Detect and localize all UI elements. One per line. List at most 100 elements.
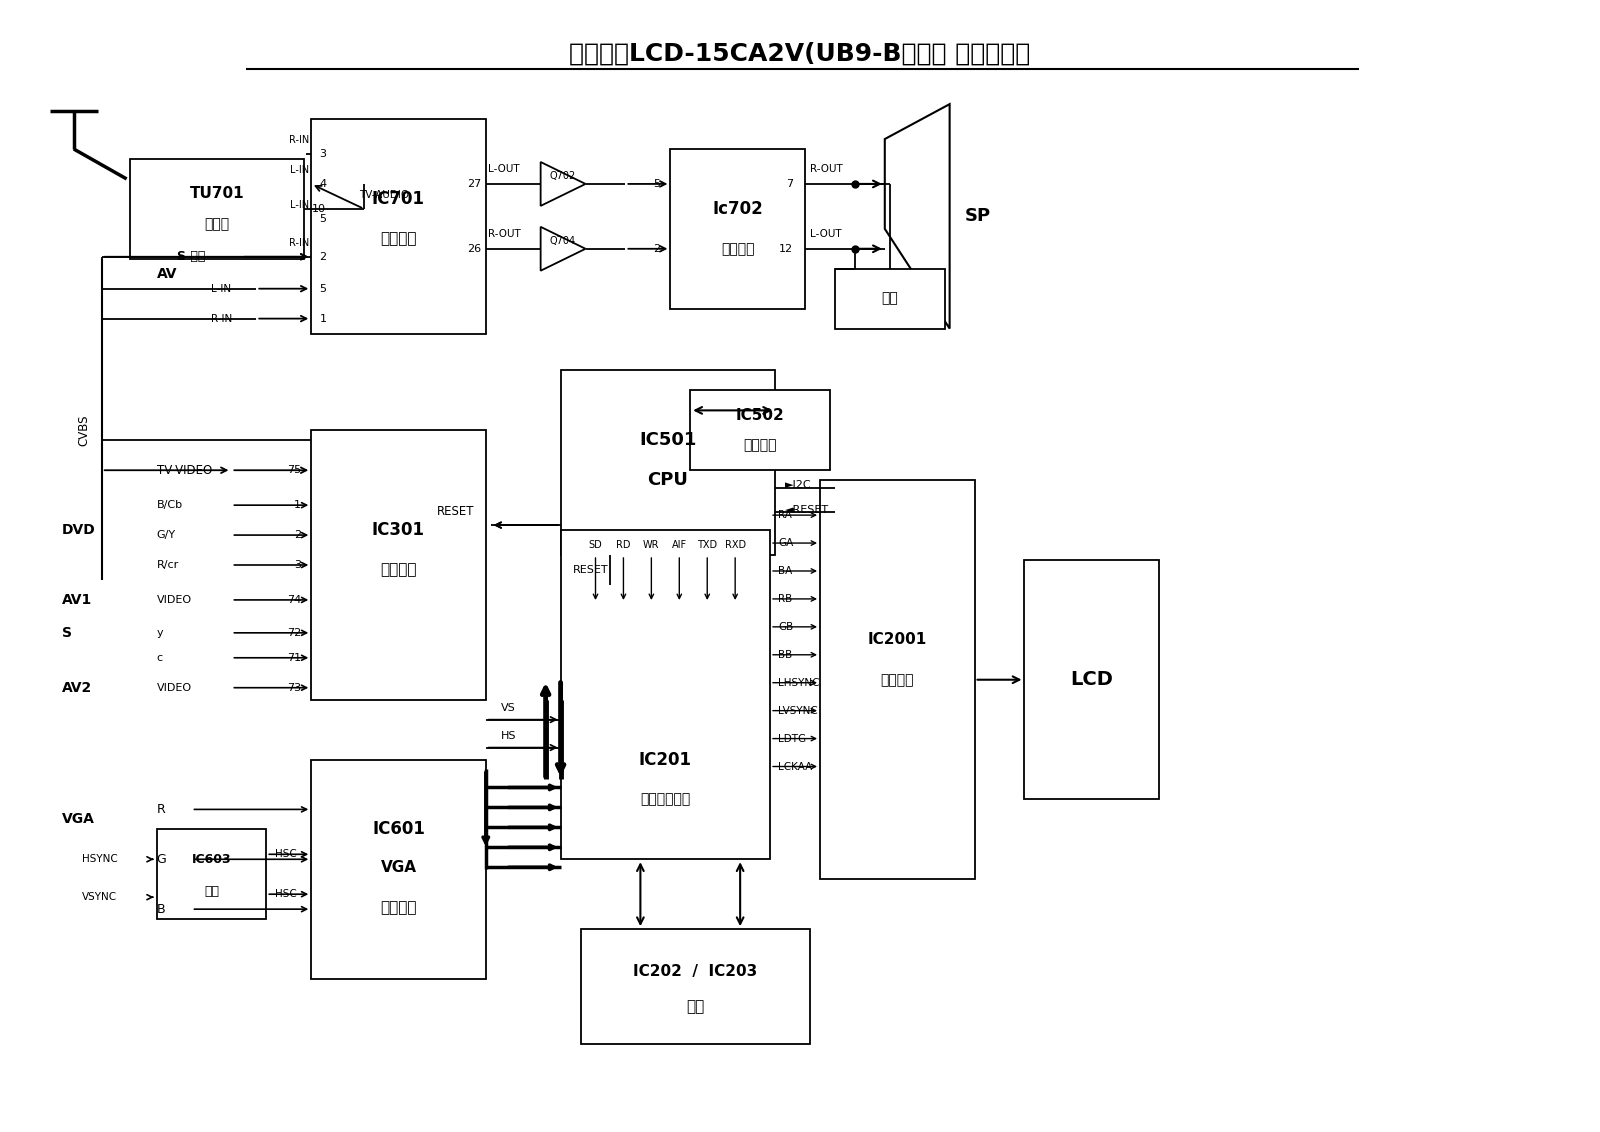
Text: RD: RD bbox=[616, 540, 630, 550]
Text: L-OUT: L-OUT bbox=[488, 164, 520, 174]
Text: Q704: Q704 bbox=[549, 235, 576, 246]
Text: 71: 71 bbox=[286, 653, 301, 662]
Text: IC701: IC701 bbox=[371, 190, 426, 208]
Text: 5: 5 bbox=[320, 284, 326, 293]
Text: HSC: HSC bbox=[275, 849, 298, 859]
Text: L-IN: L-IN bbox=[290, 165, 309, 175]
Text: 同步: 同步 bbox=[203, 885, 219, 898]
Text: RESET: RESET bbox=[573, 565, 608, 575]
Text: VSYNC: VSYNC bbox=[82, 892, 117, 902]
Text: 3: 3 bbox=[294, 560, 301, 571]
Text: 7: 7 bbox=[786, 179, 794, 189]
Text: 27: 27 bbox=[467, 179, 482, 189]
Text: G: G bbox=[157, 852, 166, 866]
Text: 5: 5 bbox=[653, 179, 661, 189]
Text: IC601: IC601 bbox=[373, 821, 426, 839]
Text: 73: 73 bbox=[286, 683, 301, 693]
Text: L-OUT: L-OUT bbox=[810, 229, 842, 239]
Text: HS: HS bbox=[501, 730, 517, 740]
Text: R-IN: R-IN bbox=[290, 135, 309, 145]
Text: IC202  /  IC203: IC202 / IC203 bbox=[634, 963, 757, 978]
Text: VGA: VGA bbox=[381, 860, 416, 875]
Text: y: y bbox=[157, 628, 163, 637]
Text: 液晶显示控制: 液晶显示控制 bbox=[640, 792, 691, 806]
Text: IC301: IC301 bbox=[371, 521, 426, 539]
Text: 伴音鉴频: 伴音鉴频 bbox=[381, 231, 416, 247]
Text: Q702: Q702 bbox=[549, 171, 576, 181]
Text: AV: AV bbox=[157, 267, 178, 281]
Bar bbox=[1024, 560, 1158, 799]
Text: SP: SP bbox=[965, 207, 990, 225]
Text: HSYNC: HSYNC bbox=[82, 855, 117, 864]
Text: c: c bbox=[157, 653, 163, 662]
Text: 1: 1 bbox=[294, 500, 301, 511]
Text: TU701: TU701 bbox=[190, 187, 245, 201]
Text: 2: 2 bbox=[653, 243, 661, 254]
Text: 耳机: 耳机 bbox=[882, 292, 898, 306]
Text: 平板显示: 平板显示 bbox=[880, 672, 914, 687]
Text: R-OUT: R-OUT bbox=[810, 164, 843, 174]
Text: LDTG: LDTG bbox=[778, 734, 806, 744]
Text: CVBS: CVBS bbox=[77, 414, 90, 446]
Text: TXD: TXD bbox=[698, 540, 717, 550]
Polygon shape bbox=[885, 104, 950, 328]
Text: IC201: IC201 bbox=[638, 751, 691, 769]
Text: CPU: CPU bbox=[648, 471, 688, 489]
Text: TV-AUDIO: TV-AUDIO bbox=[358, 190, 410, 200]
Polygon shape bbox=[541, 162, 586, 206]
Text: 2: 2 bbox=[320, 251, 326, 261]
Text: RXD: RXD bbox=[725, 540, 746, 550]
Text: R-OUT: R-OUT bbox=[488, 229, 520, 239]
Text: RESET: RESET bbox=[437, 505, 475, 517]
Text: S 端子: S 端子 bbox=[176, 250, 205, 264]
Text: R: R bbox=[157, 803, 165, 816]
Text: LHSYNC: LHSYNC bbox=[778, 678, 819, 688]
Text: ►I2C: ►I2C bbox=[786, 480, 811, 490]
Text: BB: BB bbox=[778, 650, 792, 660]
Text: AIF: AIF bbox=[672, 540, 686, 550]
Text: AV1: AV1 bbox=[62, 593, 93, 607]
Bar bbox=[835, 268, 944, 328]
Bar bbox=[670, 149, 805, 309]
Text: LCKAA: LCKAA bbox=[778, 762, 813, 772]
Text: R-IN: R-IN bbox=[290, 238, 309, 248]
Text: B/Cb: B/Cb bbox=[157, 500, 182, 511]
Text: 伴音功放: 伴音功放 bbox=[722, 242, 755, 256]
Text: RA: RA bbox=[778, 511, 792, 520]
Text: VIDEO: VIDEO bbox=[157, 595, 192, 604]
Bar bbox=[312, 430, 486, 700]
Text: 5: 5 bbox=[320, 214, 326, 224]
Text: IC2001: IC2001 bbox=[867, 633, 926, 648]
Text: 4: 4 bbox=[320, 179, 326, 189]
Text: L-IN: L-IN bbox=[211, 284, 232, 293]
Text: 三洋彩电LCD-15CA2V(UB9-B机芯） 工作方框图: 三洋彩电LCD-15CA2V(UB9-B机芯） 工作方框图 bbox=[570, 41, 1030, 66]
Bar bbox=[581, 929, 810, 1044]
Text: 12: 12 bbox=[779, 243, 794, 254]
Text: TV-VIDEO: TV-VIDEO bbox=[157, 464, 211, 477]
Text: L-IN: L-IN bbox=[290, 200, 309, 209]
Text: 视频解码: 视频解码 bbox=[381, 563, 416, 577]
Bar bbox=[690, 391, 830, 470]
Text: LCD: LCD bbox=[1070, 670, 1114, 689]
Text: IC502: IC502 bbox=[736, 408, 784, 423]
Text: 72: 72 bbox=[286, 628, 301, 637]
Bar bbox=[312, 760, 486, 979]
Text: 高频头: 高频头 bbox=[205, 217, 229, 231]
Text: 3: 3 bbox=[320, 149, 326, 158]
Text: DVD: DVD bbox=[62, 523, 96, 537]
Text: 10: 10 bbox=[312, 204, 326, 214]
Text: BA: BA bbox=[778, 566, 792, 576]
Text: GA: GA bbox=[778, 538, 794, 548]
Text: G/Y: G/Y bbox=[157, 530, 176, 540]
Text: 缓存: 缓存 bbox=[686, 1000, 704, 1014]
Text: IC501: IC501 bbox=[638, 431, 696, 449]
Bar bbox=[312, 119, 486, 334]
Text: R-IN: R-IN bbox=[211, 314, 232, 324]
Bar bbox=[819, 480, 974, 880]
Text: 75: 75 bbox=[286, 465, 301, 475]
Bar bbox=[157, 830, 266, 919]
Text: LVSYNC: LVSYNC bbox=[778, 705, 818, 715]
Text: SD: SD bbox=[589, 540, 602, 550]
Text: 74: 74 bbox=[286, 595, 301, 604]
Text: 图像处理: 图像处理 bbox=[381, 900, 416, 915]
